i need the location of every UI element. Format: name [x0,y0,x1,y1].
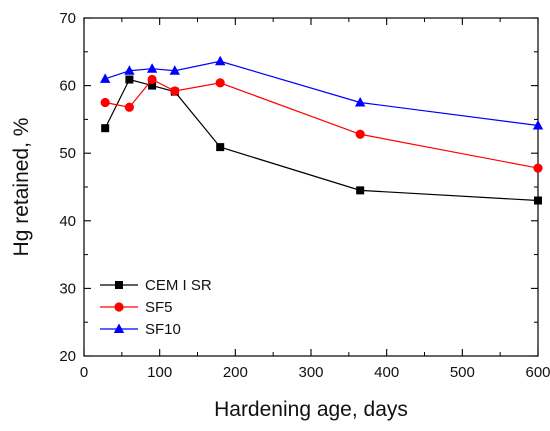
data-point-sf10 [124,65,135,75]
y-tick-label: 60 [59,78,76,95]
y-tick-label: 40 [59,213,76,230]
series-sf5 [100,74,543,173]
x-tick-label: 400 [374,364,399,381]
legend-item-sf10: SF10 [100,321,181,338]
x-tick-label: 300 [298,364,323,381]
series-line-sf5 [105,78,539,169]
y-tick-label: 30 [59,280,76,297]
y-tick-label: 50 [59,145,76,162]
legend-marker [113,323,125,333]
tick-labels: 0 100 200 300 400 500 600 20 30 40 50 60 70 [59,10,550,381]
series-line-sf10 [104,60,539,127]
x-tick-label: 0 [80,364,88,381]
data-point-sf5 [100,97,110,108]
data-point-sf10 [169,65,180,75]
data-point-sf10 [354,97,366,107]
data-point-cem-i-sr [216,143,225,152]
data-point-cem-i-sr [125,75,134,84]
data-point-sf10 [99,73,111,83]
legend-label: SF10 [145,321,181,338]
y-tick-label: 70 [59,10,76,27]
data-point-sf5 [170,86,180,96]
data-point-cem-i-sr [356,186,365,195]
data-point-sf5 [355,129,365,139]
data-point-cem-i-sr [101,124,110,133]
x-tick-label: 200 [223,364,248,381]
data-point-cem-i-sr [148,81,157,90]
x-tick-label: 100 [147,364,172,381]
data-point-sf5 [124,102,134,112]
legend-item-sf5: SF5 [100,299,173,316]
data-point-sf5 [215,78,225,88]
x-tick-label: 500 [450,364,475,381]
legend-label: CEM I SR [145,277,212,294]
y-axis-title: Hg retained, % [10,118,33,257]
data-point-cem-i-sr [534,196,542,205]
x-axis-title: Hardening age, days [214,398,408,421]
series-line-cem-i-sr [104,78,539,202]
x-tick-label: 600 [525,364,550,381]
data-point-sf10 [146,63,158,73]
series-sf10 [99,55,544,130]
legend-marker [115,281,123,289]
legend-label: SF5 [145,299,173,316]
series-layer [99,55,544,205]
legend-item-cem-i-sr: CEM I SR [100,277,212,294]
series-cem-i-sr [101,75,542,205]
data-point-sf5 [147,74,157,85]
y-tick-label: 20 [59,348,76,365]
data-point-sf10 [532,119,544,130]
data-point-sf10 [215,55,226,66]
legend-marker [114,302,124,312]
data-point-sf5 [533,163,543,173]
axes-ticks [83,17,539,357]
legend: CEM I SR SF5 SF10 [100,277,212,338]
